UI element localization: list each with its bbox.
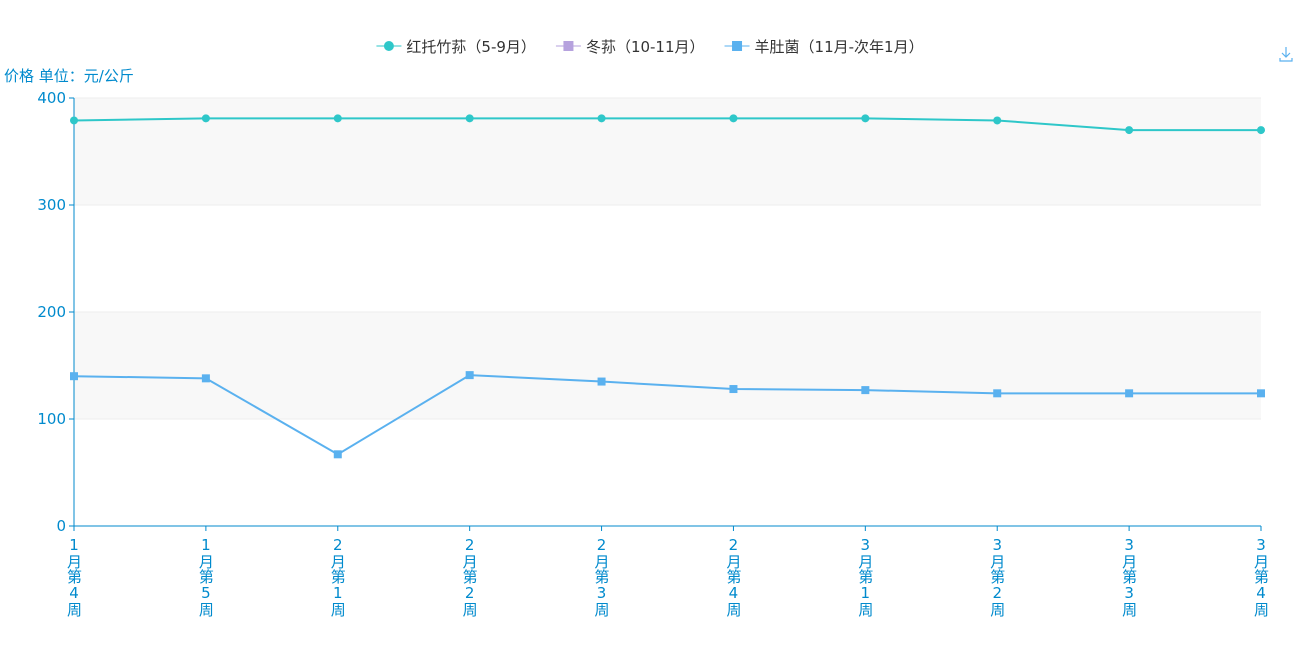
- y-tick-label: 100: [37, 410, 66, 428]
- x-tick-label: 2月第2周: [461, 536, 479, 618]
- legend-marker: [383, 41, 394, 51]
- legend-label: 红托竹荪（5-9月）: [406, 38, 536, 56]
- split-area: [74, 312, 1261, 419]
- data-point: [70, 372, 78, 381]
- x-tick-label: 3月第1周: [856, 536, 874, 618]
- data-point: [597, 114, 606, 123]
- legend-item: 羊肚菌（11月-次年1月）: [724, 38, 924, 56]
- data-point: [729, 114, 738, 123]
- x-tick-label: 3月第4周: [1252, 536, 1270, 618]
- data-point: [465, 114, 474, 123]
- x-tick-label: 3月第3周: [1120, 536, 1138, 618]
- x-tick-label: 3月第2周: [988, 536, 1006, 618]
- data-point: [333, 450, 342, 459]
- x-tick-label: 2月第4周: [724, 536, 742, 618]
- series-line: [73, 117, 1261, 132]
- y-axis-label: 价格 单位：元/公斤: [4, 67, 134, 85]
- data-point: [993, 389, 1002, 398]
- data-point: [1257, 126, 1265, 135]
- x-tick-label: 2月第3周: [593, 536, 611, 618]
- data-point: [861, 386, 870, 395]
- y-tick-label: 400: [37, 89, 66, 107]
- data-point: [201, 114, 210, 123]
- y-tick-label: 0: [56, 517, 66, 535]
- data-point: [465, 371, 474, 380]
- split-areas: [74, 98, 1261, 419]
- y-tick-label: 200: [37, 303, 66, 321]
- legend-item: 红托竹荪（5-9月）: [376, 38, 536, 56]
- legend-item: 冬荪（10-11月）: [555, 38, 705, 56]
- data-point: [1125, 126, 1134, 135]
- data-point: [861, 114, 870, 123]
- y-tick-label: 300: [37, 196, 66, 214]
- data-point: [1125, 389, 1134, 398]
- data-point: [201, 374, 210, 383]
- legend-label: 冬荪（10-11月）: [586, 38, 705, 56]
- data-point: [1257, 389, 1265, 398]
- data-point: [729, 385, 738, 394]
- data-point: [333, 114, 342, 123]
- x-tick-label: 2月第1周: [329, 536, 347, 618]
- legend-marker: [563, 41, 574, 51]
- legend-marker: [732, 41, 743, 51]
- x-tick-label: 1月第4周: [65, 536, 83, 618]
- download-icon[interactable]: [1279, 47, 1293, 62]
- legend-label: 羊肚菌（11月-次年1月）: [755, 38, 924, 56]
- x-tick-label: 1月第5周: [197, 536, 215, 618]
- data-point: [597, 377, 606, 386]
- legend: 红托竹荪（5-9月） 冬荪（10-11月） 羊肚菌（11月-次年1月）: [376, 38, 924, 56]
- data-point: [70, 116, 78, 125]
- series-line: [73, 374, 1261, 456]
- data-point: [993, 116, 1002, 125]
- download-glyph[interactable]: [1279, 47, 1293, 62]
- split-area: [74, 98, 1261, 205]
